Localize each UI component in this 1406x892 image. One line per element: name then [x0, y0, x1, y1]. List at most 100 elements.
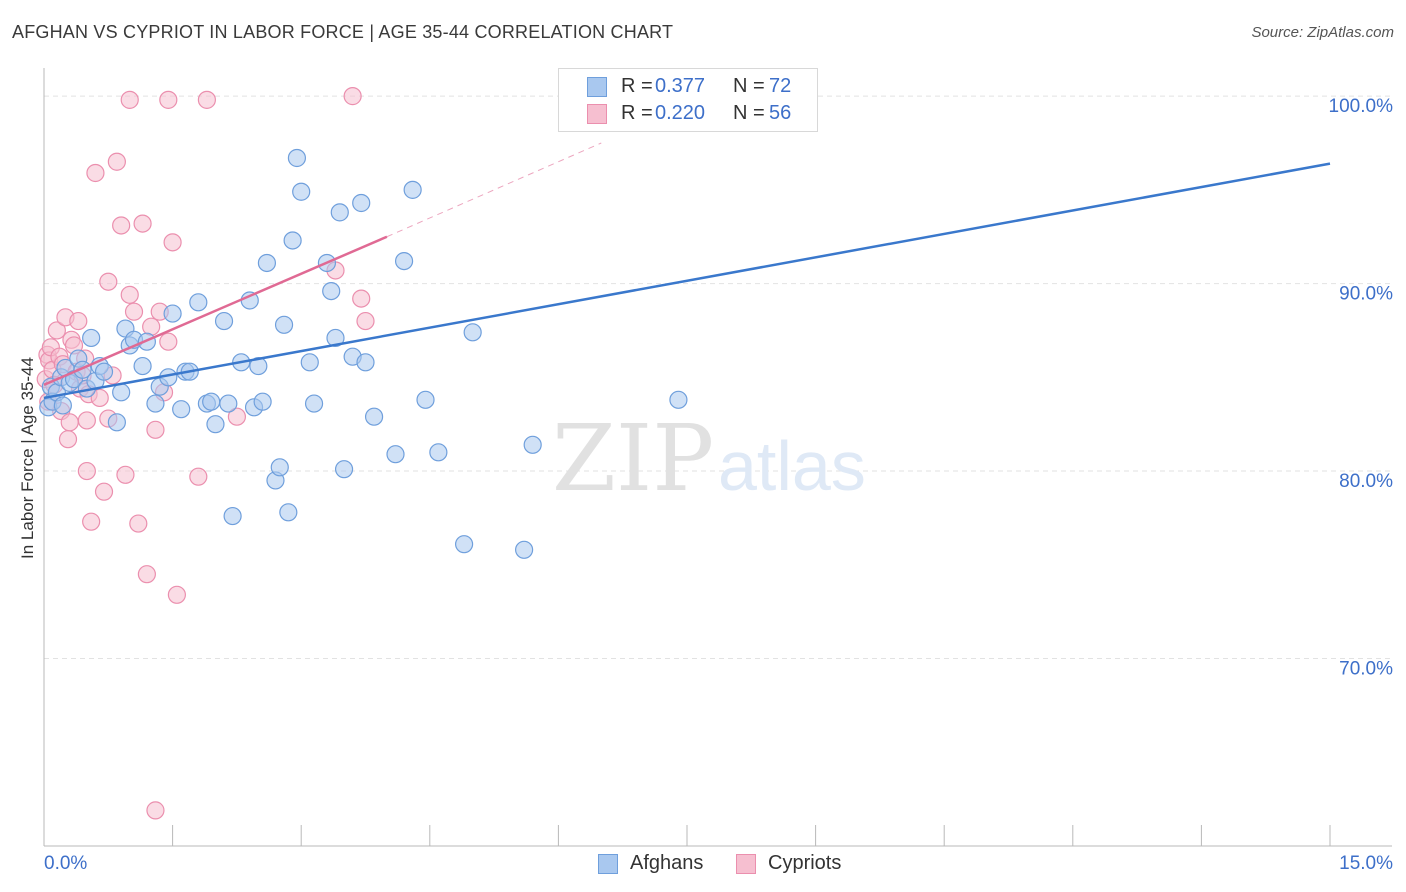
afghan-point [189, 293, 208, 312]
cypriot-point [137, 565, 156, 584]
x-tick-label-min: 0.0% [44, 853, 87, 874]
legend-swatch-afghans [587, 77, 607, 97]
cypriot-point [69, 311, 88, 331]
afghan-point [94, 362, 114, 381]
afghan-point [219, 394, 238, 413]
afghan-point [523, 435, 542, 454]
cypriots-swatch [736, 854, 756, 874]
afghan-point [403, 180, 422, 199]
afghan-trend-line [43, 162, 1331, 400]
afghan-point [53, 396, 72, 415]
legend-n-value: 72 [769, 75, 792, 97]
cypriot-point [90, 388, 109, 408]
watermark: ZIP atlas [552, 405, 866, 512]
afghan-point [172, 400, 191, 419]
afghan-point [356, 353, 375, 372]
cypriot-point [77, 461, 96, 481]
afghans-legend-label: Afghans [630, 852, 704, 874]
cypriot-point [82, 512, 101, 531]
afghan-point [326, 328, 345, 348]
gridlines [44, 95, 1392, 660]
cypriot-point [120, 90, 139, 109]
afghan-point [463, 323, 482, 342]
legend-r-value: 0.377 [655, 75, 706, 97]
legend-n-label: N = [733, 102, 765, 124]
correlation-legend: R = 0.377 N = 72 R = 0.220 N = 56 [558, 68, 818, 132]
afghan-point [304, 394, 324, 413]
cypriot-point [146, 420, 165, 439]
cypriot-point [77, 411, 96, 430]
afghan-point [107, 413, 126, 432]
cypriot-trend-extension [386, 142, 602, 238]
afghan-point [283, 231, 302, 250]
y-tick-label: 80.0% [1339, 471, 1393, 492]
afghan-point [330, 203, 349, 222]
cypriot-point [116, 465, 135, 484]
afghan-point [163, 304, 182, 323]
afghan-point [386, 445, 405, 464]
axes [43, 68, 1392, 847]
watermark-atlas: atlas [718, 427, 866, 505]
cypriot-point [352, 289, 371, 308]
legend-r-label: R = [621, 102, 653, 124]
afghan-point [300, 353, 319, 372]
y-tick-label: 90.0% [1339, 284, 1393, 305]
cypriot-point [159, 332, 178, 351]
afghan-point [394, 251, 414, 271]
source-label: Source: ZipAtlas.com [1251, 24, 1394, 41]
afghan-point [214, 311, 234, 331]
cypriot-point [58, 430, 78, 449]
watermark-zip: ZIP [552, 405, 714, 512]
afghan-point [352, 193, 371, 213]
cypriot-trend-line [43, 235, 388, 386]
afghan-point [146, 394, 165, 413]
cypriot-point [129, 514, 148, 533]
cypriot-point [163, 233, 182, 252]
cypriot-point [159, 90, 178, 109]
cypriot-point [112, 216, 131, 235]
cypriot-point [197, 90, 216, 109]
y-axis-label: In Labor Force | Age 35-44 [18, 357, 37, 559]
legend-swatch-cypriots [587, 104, 607, 124]
cypriot-point [94, 482, 114, 501]
afghan-point [133, 356, 152, 376]
chart-title: AFGHAN VS CYPRIOT IN LABOR FORCE | AGE 3… [12, 22, 674, 42]
afghan-point [253, 392, 272, 411]
afghan-point [416, 390, 435, 409]
afghan-point [364, 407, 384, 426]
afghan-point [82, 328, 101, 348]
afghan-point [274, 315, 294, 334]
legend-r-label: R = [621, 75, 653, 97]
cypriot-point [146, 801, 165, 820]
cypriot-point [227, 407, 246, 426]
afghan-point [429, 443, 448, 462]
cypriot-point [60, 413, 79, 432]
legend-n-label: N = [733, 75, 765, 97]
afghan-point [292, 182, 311, 201]
cypriot-point [189, 467, 208, 486]
y-tick-label: 70.0% [1339, 659, 1393, 680]
afghan-point [669, 390, 688, 409]
afghan-point [112, 383, 131, 402]
cypriot-point [356, 311, 375, 331]
cypriot-point [47, 321, 66, 340]
x-tick-labels: 0.0% 15.0% [44, 853, 1393, 874]
afghans-swatch [598, 854, 618, 874]
afghan-point [270, 458, 289, 477]
x-tick-label-max: 15.0% [1339, 853, 1393, 874]
afghan-point [287, 148, 307, 168]
afghan-point [454, 535, 474, 554]
afghan-point [206, 415, 225, 434]
cypriot-point [343, 87, 362, 106]
cypriot-point [133, 214, 152, 233]
cypriot-point [107, 152, 126, 171]
cypriot-point [167, 585, 186, 604]
y-tick-labels: 70.0% 80.0% 90.0% 100.0% [1329, 96, 1394, 679]
trend-lines [43, 142, 1331, 400]
cypriots-legend-label: Cypriots [768, 852, 842, 874]
y-tick-label: 100.0% [1329, 96, 1394, 117]
afghan-point [202, 392, 221, 411]
data-points [36, 87, 817, 820]
afghan-point [223, 506, 242, 526]
